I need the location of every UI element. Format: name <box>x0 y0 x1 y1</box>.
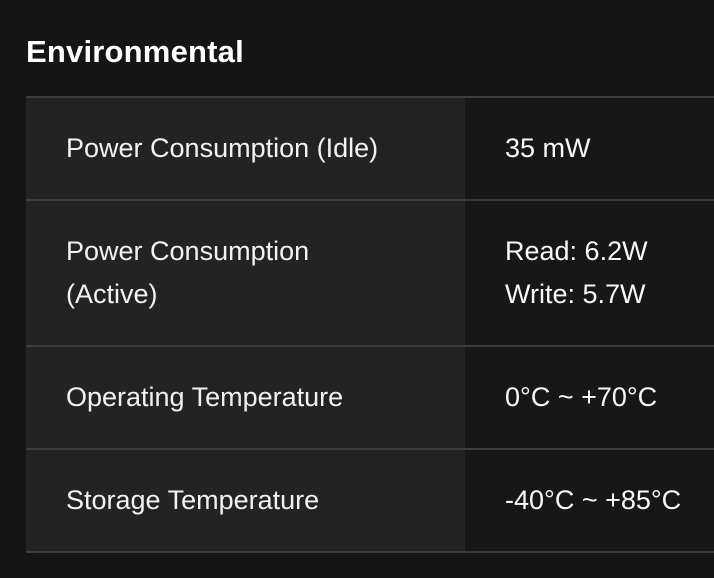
table-row: Power Consumption (Idle) 35 mW <box>26 98 714 199</box>
spec-value-storage-temperature: -40°C ~ +85°C <box>465 450 714 551</box>
section-title: Environmental <box>26 34 244 69</box>
spec-label-power-active: Power Consumption (Active) <box>26 201 465 345</box>
environmental-spec-table: Power Consumption (Idle) 35 mW Power Con… <box>26 96 714 553</box>
spec-label-operating-temperature: Operating Temperature <box>26 347 465 448</box>
table-row: Operating Temperature 0°C ~ +70°C <box>26 345 714 448</box>
spec-value-operating-temperature: 0°C ~ +70°C <box>465 347 714 448</box>
spec-value-power-active: Read: 6.2W Write: 5.7W <box>465 201 714 345</box>
table-row: Storage Temperature -40°C ~ +85°C <box>26 448 714 551</box>
table-row: Power Consumption (Active) Read: 6.2W Wr… <box>26 199 714 345</box>
environmental-section: Environmental Power Consumption (Idle) 3… <box>26 34 714 553</box>
spec-label-power-idle: Power Consumption (Idle) <box>26 98 465 199</box>
spec-label-storage-temperature: Storage Temperature <box>26 450 465 551</box>
spec-value-power-idle: 35 mW <box>465 98 714 199</box>
